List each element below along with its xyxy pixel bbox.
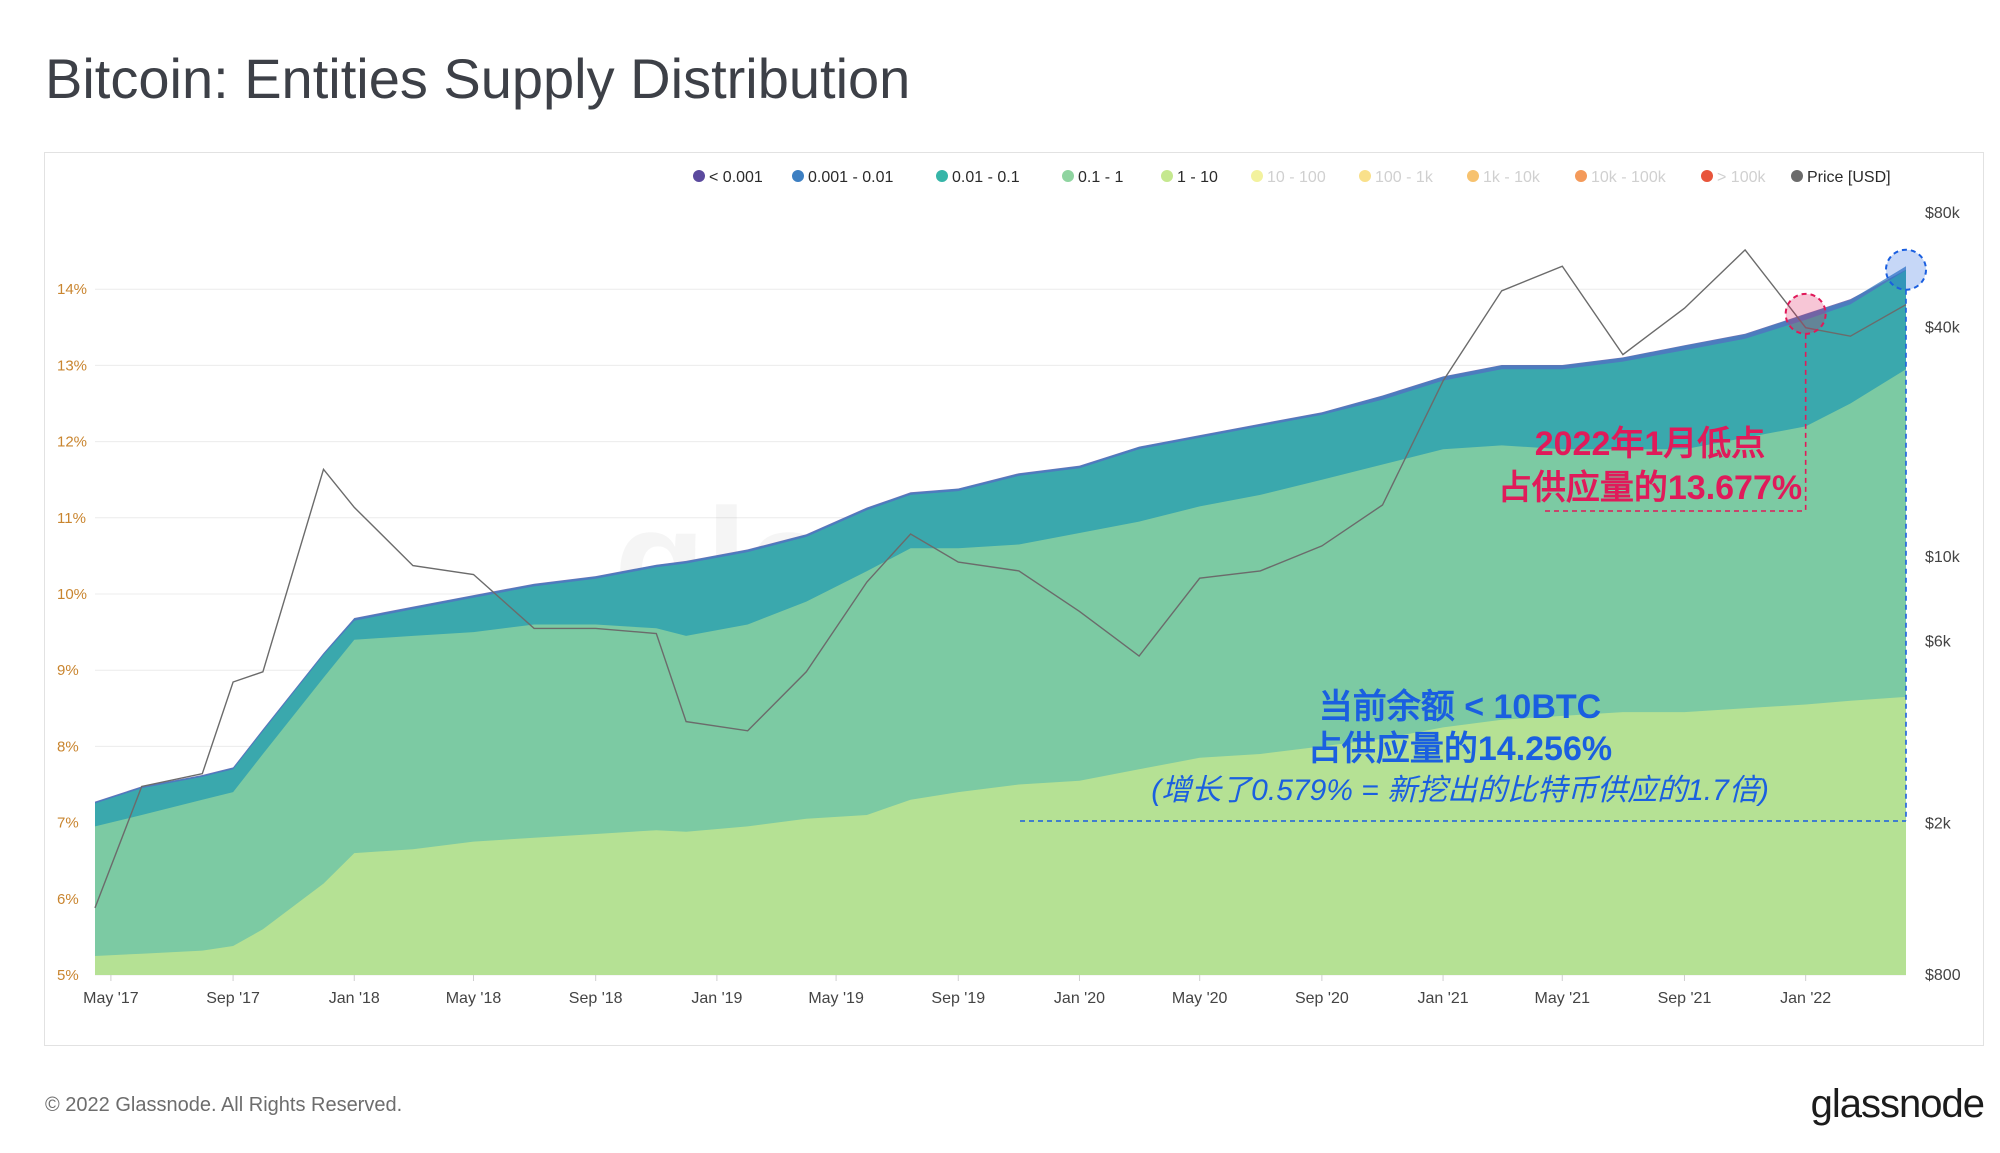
x-tick-label: Sep '18 xyxy=(569,990,623,1007)
current-line-2: 占供应量的14.256% xyxy=(1307,730,1613,768)
y-tick-label: 14% xyxy=(57,281,87,298)
jan-low-marker xyxy=(1784,292,1827,335)
legend-swatch xyxy=(1062,170,1074,182)
legend-label: 10k - 100k xyxy=(1591,169,1667,186)
y-tick-label: 12% xyxy=(57,434,87,451)
glassnode-logo: glassnode xyxy=(1810,1082,1985,1126)
legend-label: > 100k xyxy=(1717,169,1766,186)
current-line-1: 当前余额 < 10BTC xyxy=(1318,688,1602,726)
current-marker xyxy=(1885,248,1927,291)
x-tick-label: May '18 xyxy=(446,990,502,1007)
legend-label: 0.001 - 0.01 xyxy=(808,169,894,186)
y-tick-label: 9% xyxy=(57,662,79,679)
legend-swatch xyxy=(936,170,948,182)
y-tick-label: 6% xyxy=(57,891,79,908)
x-tick-label: Sep '19 xyxy=(931,990,985,1007)
x-tick-label: Sep '20 xyxy=(1295,990,1349,1007)
y-tick-label: 10% xyxy=(57,586,87,603)
page-title: Bitcoin: Entities Supply Distribution xyxy=(45,47,911,110)
jan-low-annotation: 2022年1月低点 占供应量的13.677% xyxy=(1465,422,1835,510)
legend-swatch xyxy=(1251,170,1263,182)
current-annotation: 当前余额 < 10BTC 占供应量的14.256% (增长了0.579% = 新… xyxy=(1060,686,1860,812)
chart-legend: Price [USD] > 100k 10k - 100k 1k - 10k 100 -… xyxy=(693,169,1891,186)
axis-ticks: 5% 6% 7% 8% 9% 10% 11% 12% 13% 14% $800 $2k $6k $10k $… xyxy=(57,205,1961,1007)
price-tick-label: $40k xyxy=(1925,320,1961,337)
y-tick-label: 11% xyxy=(57,510,86,527)
legend-label: 0.01 - 0.1 xyxy=(952,169,1020,186)
x-tick-label: Jan '19 xyxy=(691,990,742,1007)
current-line-3: (增长了0.579% = 新挖出的比特币供应的1.7倍) xyxy=(1151,774,1769,807)
price-line xyxy=(94,248,1907,909)
x-tick-label: Jan '22 xyxy=(1780,990,1831,1007)
y-tick-label: 8% xyxy=(57,738,79,755)
jan-low-line-1: 2022年1月低点 xyxy=(1534,425,1766,463)
legend-swatch xyxy=(693,170,705,182)
x-tick-label: May '20 xyxy=(1172,990,1228,1007)
legend-swatch xyxy=(1467,170,1479,182)
legend-swatch xyxy=(1161,170,1173,182)
y-tick-label: 13% xyxy=(57,357,87,374)
x-tick-label: May '17 xyxy=(83,990,139,1007)
x-tick-label: Jan '18 xyxy=(329,990,380,1007)
area-1-10 xyxy=(95,696,1906,975)
copyright: © 2022 Glassnode. All Rights Reserved. xyxy=(45,1094,403,1116)
x-tick-label: May '21 xyxy=(1535,990,1591,1007)
legend-label: 1k - 10k xyxy=(1483,169,1541,186)
jan-low-line-2: 占供应量的13.677% xyxy=(1497,469,1803,507)
legend-swatch xyxy=(1791,170,1803,182)
price-tick-label: $10k xyxy=(1925,549,1961,566)
chart-frame: glassnode 5%6%7%8%9%10%11%12%13%14%$800$… xyxy=(44,152,1984,1046)
legend-label: < 0.001 xyxy=(709,169,763,186)
x-tick-label: Jan '21 xyxy=(1418,990,1469,1007)
chart-areas xyxy=(95,266,1906,976)
x-tick-label: Sep '17 xyxy=(206,990,260,1007)
y-tick-label: 5% xyxy=(57,967,79,984)
legend-label: 10 - 100 xyxy=(1267,169,1326,186)
price-tick-label: $80k xyxy=(1925,205,1961,222)
x-tick-label: Sep '21 xyxy=(1658,990,1712,1007)
price-tick-label: $800 xyxy=(1925,967,1961,984)
chart-svg: glassnode 5%6%7%8%9%10%11%12%13%14%$800$… xyxy=(57,169,1961,1007)
price-tick-label: $6k xyxy=(1925,634,1952,651)
legend-swatch xyxy=(1701,170,1713,182)
price-tick-label: $2k xyxy=(1925,815,1952,832)
legend-swatch xyxy=(1575,170,1587,182)
legend-swatch xyxy=(792,170,804,182)
legend-label: 0.1 - 1 xyxy=(1078,169,1123,186)
x-tick-label: May '19 xyxy=(808,990,864,1007)
legend-label: 100 - 1k xyxy=(1375,169,1434,186)
legend-swatch xyxy=(1359,170,1371,182)
annotation-marks xyxy=(1020,248,1927,822)
legend-label: 1 - 10 xyxy=(1177,169,1218,186)
legend-label: Price [USD] xyxy=(1807,169,1891,186)
x-tick-label: Jan '20 xyxy=(1054,990,1105,1007)
y-tick-label: 7% xyxy=(57,815,79,832)
